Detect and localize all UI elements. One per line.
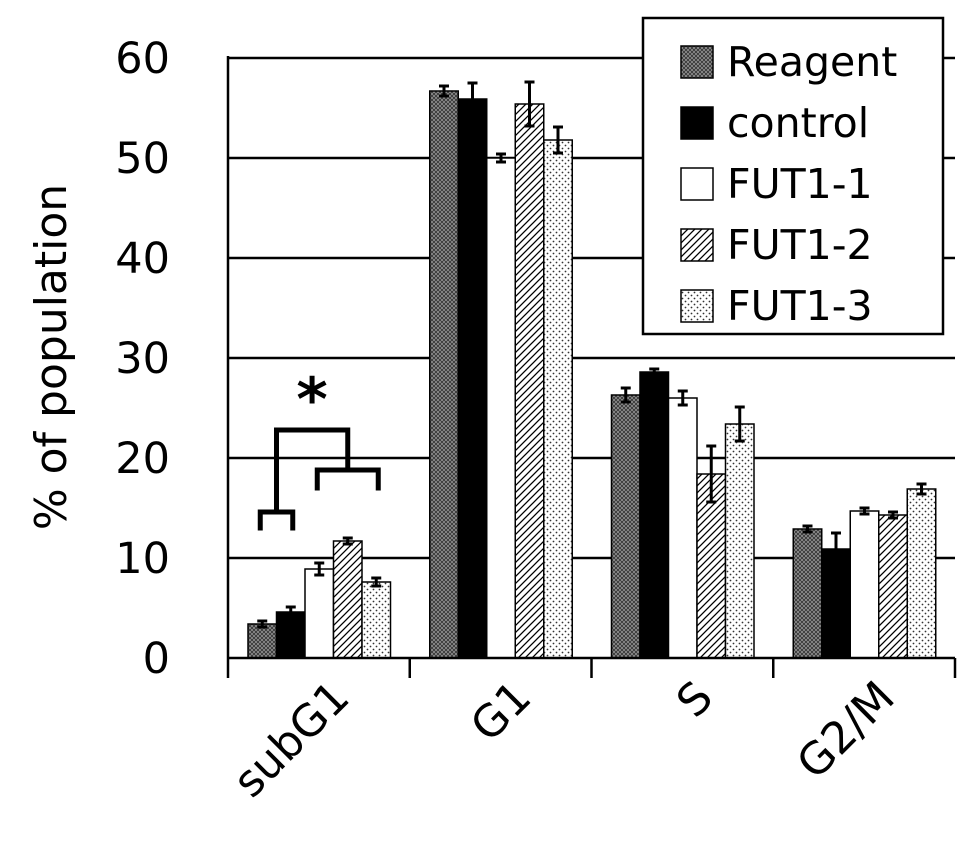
y-tick-label: 10 [115,534,170,584]
bar [667,397,698,659]
bar [792,528,823,659]
bars [247,80,937,659]
legend-swatch [680,289,714,323]
category-labels: subG1 G1 S G2/M [224,672,905,808]
bar [486,157,516,659]
category-label: S [667,672,723,728]
legend-label: FUT1-2 [727,221,873,269]
bar [639,371,670,659]
category-label: subG1 [224,672,360,808]
legend-swatch [680,106,714,140]
significance-marker: * [296,365,327,435]
legend: Reagent control FUT1-1 FUT1-2 FUT1-3 [641,16,945,336]
y-tick-labels: 0 10 20 30 40 50 60 [115,34,170,684]
bar [457,98,488,659]
y-tick-label: 50 [115,134,170,184]
legend-swatch [680,228,714,262]
legend-swatch [680,167,714,201]
bar [514,103,545,659]
legend-swatch [680,45,714,79]
bar [429,90,459,659]
significance-annotation: * [257,365,381,531]
significance-bracket-top [274,427,351,515]
legend-label: Reagent [727,38,897,86]
bar [332,540,363,659]
category-label: G1 [461,672,541,752]
y-tick-label: 20 [115,434,170,484]
bar [906,488,937,659]
significance-bracket-right [314,467,381,491]
y-tick-label: 40 [115,234,170,284]
bar [849,510,880,659]
legend-label: FUT1-1 [727,160,873,208]
category-label: G2/M [787,672,904,789]
y-tick-label: 60 [115,34,170,84]
bar [696,473,727,659]
bar [610,394,641,659]
bar [543,139,573,659]
bar [304,568,335,659]
bar [878,514,908,659]
y-tick-label: 30 [115,334,170,384]
legend-label: control [727,99,869,147]
bar [361,581,392,659]
y-tick-label: 0 [143,634,170,684]
bar [247,623,278,659]
bar [275,611,306,659]
axes [226,56,957,678]
bar [724,423,755,659]
y-axis-label: % of population [26,184,77,530]
legend-label: FUT1-3 [727,282,873,330]
